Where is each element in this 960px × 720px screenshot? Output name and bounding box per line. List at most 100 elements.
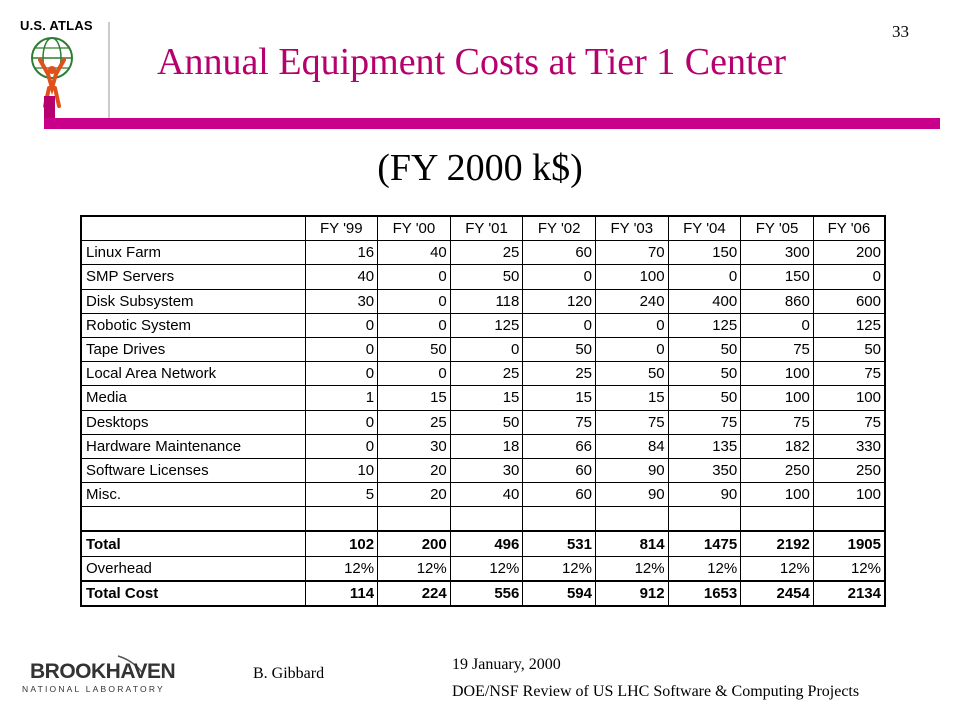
cell-value: 100 bbox=[740, 385, 814, 411]
empty-cell bbox=[740, 506, 814, 532]
cell-value: 200 bbox=[812, 240, 886, 266]
cell-value: 90 bbox=[667, 482, 742, 508]
cell-value: 50 bbox=[595, 361, 669, 387]
cell-value: 0 bbox=[377, 264, 451, 290]
cell-value: 60 bbox=[522, 240, 596, 266]
cell-value: 50 bbox=[667, 361, 742, 387]
cell-value: 594 bbox=[522, 579, 596, 607]
cell-value: 12% bbox=[522, 555, 596, 582]
cell-value: 75 bbox=[740, 409, 814, 435]
cell-value: 5 bbox=[304, 482, 379, 508]
empty-cell bbox=[377, 506, 451, 532]
brookhaven-swoosh-icon bbox=[117, 655, 143, 673]
cell-value: 1 bbox=[304, 385, 379, 411]
column-header: FY '03 bbox=[595, 215, 669, 242]
row-label: SMP Servers bbox=[80, 264, 306, 290]
cell-value: 0 bbox=[377, 288, 451, 314]
cell-value: 1905 bbox=[812, 530, 886, 557]
cell-value: 150 bbox=[667, 240, 742, 266]
cell-value: 75 bbox=[667, 409, 742, 435]
cell-value: 0 bbox=[304, 409, 379, 435]
cell-value: 0 bbox=[304, 361, 379, 387]
cell-value: 250 bbox=[812, 457, 886, 484]
accent-bar-vertical bbox=[44, 96, 55, 122]
cell-value: 0 bbox=[449, 336, 524, 363]
row-label: Software Licenses bbox=[80, 457, 306, 484]
cell-value: 70 bbox=[595, 240, 669, 266]
cell-value: 0 bbox=[667, 264, 742, 290]
cell-value: 350 bbox=[667, 457, 742, 484]
cell-value: 60 bbox=[522, 457, 596, 484]
cell-value: 240 bbox=[595, 288, 669, 314]
cell-value: 600 bbox=[812, 288, 886, 314]
cell-value: 66 bbox=[522, 433, 596, 459]
column-header: FY '06 bbox=[812, 215, 886, 242]
cell-value: 15 bbox=[522, 385, 596, 411]
cell-value: 1475 bbox=[667, 530, 742, 557]
cell-value: 1653 bbox=[667, 579, 742, 607]
cell-value: 50 bbox=[449, 264, 524, 290]
logo-text: U.S. ATLAS bbox=[20, 18, 93, 33]
empty-cell bbox=[80, 506, 306, 532]
table-row: SMP Servers 40 0 50 0 100 0 150 0 bbox=[80, 264, 886, 290]
row-label: Misc. bbox=[80, 482, 306, 508]
equipment-cost-table: FY '99 FY '00 FY '01 FY '02 FY '03 FY '04 FY '… bbox=[80, 215, 886, 607]
atlas-figure-icon bbox=[31, 22, 110, 118]
cell-value: 0 bbox=[522, 264, 596, 290]
cell-value: 100 bbox=[740, 482, 814, 508]
cell-value: 90 bbox=[595, 457, 669, 484]
cell-value: 120 bbox=[522, 288, 596, 314]
column-header: FY '05 bbox=[740, 215, 814, 242]
table-row: Robotic System 0 0 125 0 0 125 0 125 bbox=[80, 312, 886, 338]
cell-value: 50 bbox=[522, 336, 596, 363]
row-label: Hardware Maintenance bbox=[80, 433, 306, 459]
cell-value: 150 bbox=[740, 264, 814, 290]
table-header-row: FY '99 FY '00 FY '01 FY '02 FY '03 FY '04 FY '… bbox=[80, 215, 886, 242]
cell-value: 125 bbox=[667, 312, 742, 338]
cell-value: 118 bbox=[449, 288, 524, 314]
row-label: Linux Farm bbox=[80, 240, 306, 266]
row-label: Local Area Network bbox=[80, 361, 306, 387]
logo-brand: BROOKHAVEN bbox=[30, 660, 176, 683]
cell-value: 0 bbox=[304, 336, 379, 363]
cell-value: 75 bbox=[812, 361, 886, 387]
logo-subtitle: NATIONAL LABORATORY bbox=[22, 684, 165, 694]
cell-value: 15 bbox=[377, 385, 451, 411]
cell-value: 15 bbox=[595, 385, 669, 411]
table-row: Desktops 0 25 50 75 75 75 75 75 bbox=[80, 409, 886, 435]
cell-value: 12% bbox=[595, 555, 669, 582]
total-row: Total 102 200 496 531 814 1475 2192 1905 bbox=[80, 530, 886, 557]
cell-value: 75 bbox=[595, 409, 669, 435]
cell-value: 75 bbox=[740, 336, 814, 363]
cell-value: 0 bbox=[304, 433, 379, 459]
row-label: Disk Subsystem bbox=[80, 288, 306, 314]
empty-cell bbox=[812, 506, 886, 532]
cell-value: 12% bbox=[667, 555, 742, 582]
cell-value: 400 bbox=[667, 288, 742, 314]
cell-value: 12% bbox=[377, 555, 451, 582]
row-label: Overhead bbox=[80, 555, 306, 582]
cell-value: 250 bbox=[740, 457, 814, 484]
row-label: Robotic System bbox=[80, 312, 306, 338]
cell-value: 100 bbox=[595, 264, 669, 290]
cell-value: 125 bbox=[812, 312, 886, 338]
cell-value: 90 bbox=[595, 482, 669, 508]
us-atlas-logo: U.S. ATLAS bbox=[18, 14, 110, 122]
cell-value: 2134 bbox=[812, 579, 886, 607]
cell-value: 224 bbox=[377, 579, 451, 607]
empty-cell bbox=[449, 506, 524, 532]
table-row: Disk Subsystem 30 0 118 120 240 400 860 600 bbox=[80, 288, 886, 314]
cell-value: 60 bbox=[522, 482, 596, 508]
table-row: Local Area Network 0 0 25 25 50 50 100 75 bbox=[80, 361, 886, 387]
accent-bar-horizontal bbox=[44, 118, 940, 129]
cell-value: 0 bbox=[377, 361, 451, 387]
brookhaven-logo: BROOKHAVEN NATIONAL LABORATORY bbox=[22, 654, 176, 698]
cell-value: 20 bbox=[377, 457, 451, 484]
cell-value: 40 bbox=[377, 240, 451, 266]
cell-value: 50 bbox=[812, 336, 886, 363]
row-label: Tape Drives bbox=[80, 336, 306, 363]
cell-value: 0 bbox=[595, 312, 669, 338]
cell-value: 40 bbox=[304, 264, 379, 290]
column-header: FY '02 bbox=[522, 215, 596, 242]
presentation-date: 19 January, 2000 bbox=[452, 656, 561, 673]
